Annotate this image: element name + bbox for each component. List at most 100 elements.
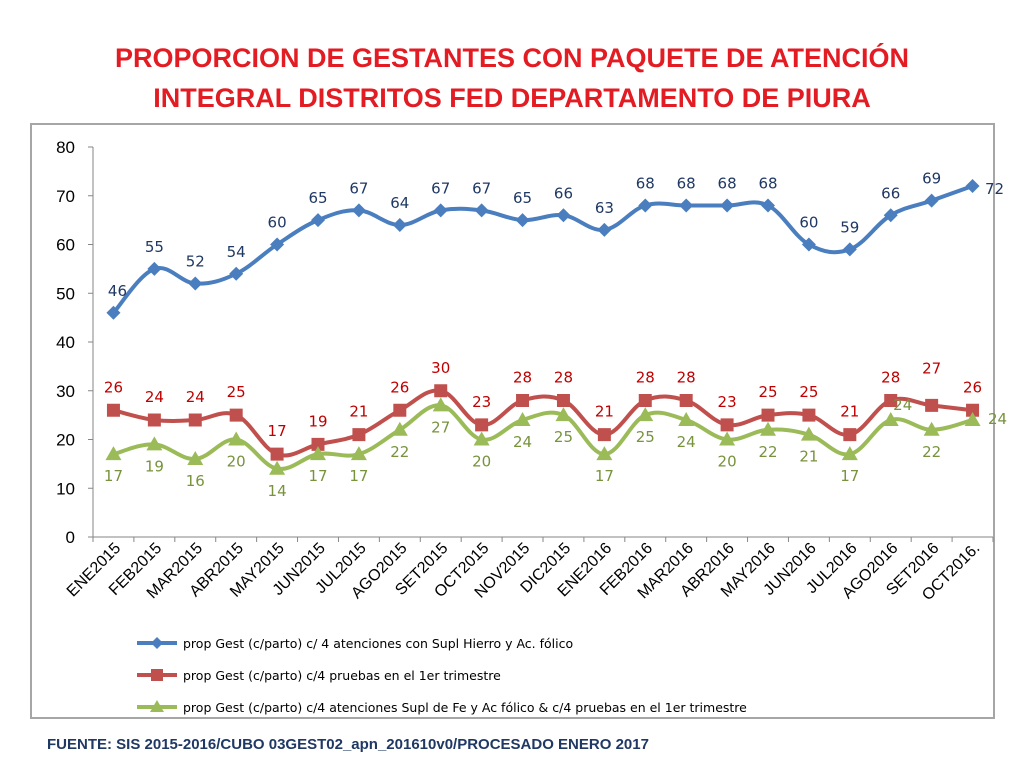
data-label: 65 [308,189,327,207]
series-line-2 [112,388,973,458]
triangle-marker [964,412,981,426]
data-label: 67 [349,179,368,197]
diamond-marker [229,266,244,281]
data-label: 68 [677,175,696,193]
square-marker [556,394,570,407]
data-label: 20 [718,453,737,471]
triangle-marker [391,421,408,436]
data-label: 23 [472,393,491,411]
triangle-marker [637,407,654,422]
square-marker [802,408,816,422]
data-label: 63 [595,199,614,217]
data-label: 25 [799,383,818,401]
square-marker [188,413,202,427]
diamond-marker [801,237,816,252]
triangle-marker [228,431,245,446]
data-label: 26 [390,378,409,396]
data-label: 30 [431,359,450,377]
square-marker [229,408,243,422]
data-label: 25 [227,383,246,401]
diamond-marker [761,198,775,213]
data-label: 24 [893,396,912,414]
data-label: 17 [104,467,123,485]
data-label: 28 [881,369,900,387]
data-label: 23 [718,393,737,411]
data-label: 66 [554,184,573,202]
triangle-marker [841,446,858,461]
series-line-1 [111,184,974,315]
data-label: 25 [554,428,573,446]
chart-title: PROPORCION DE GESTANTES CON PAQUETE DE A… [0,38,1024,118]
data-label: 17 [840,467,859,485]
data-label: 17 [349,467,368,485]
diamond-marker [924,193,939,208]
square-marker [925,398,939,412]
data-label: 28 [554,369,573,387]
data-label: 19 [145,457,164,475]
data-label: 67 [431,179,450,197]
y-tick-label: 50 [56,284,75,303]
data-label: 27 [922,359,941,377]
data-label: 28 [677,369,696,387]
triangle-marker [678,412,695,426]
diamond-marker [311,213,325,228]
square-marker [679,394,693,407]
legend-entry-2: prop Gest (c/parto) c/4 pruebas en el 1e… [183,668,501,683]
data-label: 19 [308,412,327,430]
square-marker [761,408,775,422]
diamond-marker [188,276,203,291]
data-label: 17 [268,422,287,440]
legend-triangle-marker [150,700,164,712]
square-marker [352,428,366,442]
data-label: 28 [636,369,655,387]
diamond-marker [679,198,694,213]
square-marker [516,394,530,407]
triangle-marker [760,421,776,436]
title-line-1: PROPORCION DE GESTANTES CON PAQUETE DE A… [114,43,910,73]
title-line-2: INTEGRAL DISTRITOS FED DEPARTAMENTO DE P… [153,83,871,113]
data-label: 17 [308,467,327,485]
data-label: 60 [799,214,818,232]
square-marker [966,403,980,417]
source-note: FUENTE: SIS 2015-2016/CUBO 03GEST02_apn_… [47,736,649,753]
triangle-marker [596,446,613,461]
data-label: 22 [922,443,941,461]
data-label: 22 [390,443,409,461]
data-label: 26 [963,378,982,396]
data-label: 24 [186,388,205,406]
data-label: 68 [718,175,737,193]
diamond-marker [842,242,857,257]
diamond-marker [638,198,653,213]
data-label: 21 [349,403,368,421]
triangle-marker [800,426,817,441]
triangle-marker [719,431,736,446]
triangle-marker [269,460,286,475]
series-line-3 [112,403,974,471]
triangle-marker [146,436,163,451]
y-tick-label: 40 [56,333,75,352]
data-label: 64 [390,194,409,212]
square-marker [475,418,489,432]
y-tick-label: 70 [56,187,75,206]
data-label: 65 [513,189,532,207]
square-marker [884,394,898,407]
y-tick-label: 20 [56,431,75,450]
diamond-marker [556,208,571,223]
data-label: 17 [595,467,614,485]
data-label: 27 [431,418,450,436]
data-label: 24 [513,433,532,451]
data-label: 16 [186,472,205,490]
diamond-marker [106,305,121,320]
diamond-marker [965,179,980,193]
square-marker [638,394,652,407]
triangle-marker [514,412,531,426]
diamond-marker [351,203,366,218]
legend-entry-1: prop Gest (c/parto) c/ 4 atenciones con … [183,636,573,651]
square-marker [270,447,284,461]
data-label: 54 [227,243,246,261]
data-label: 20 [472,453,491,471]
data-label: 25 [758,383,777,401]
square-marker [597,428,611,442]
diamond-marker [147,261,162,276]
square-marker [720,418,734,432]
